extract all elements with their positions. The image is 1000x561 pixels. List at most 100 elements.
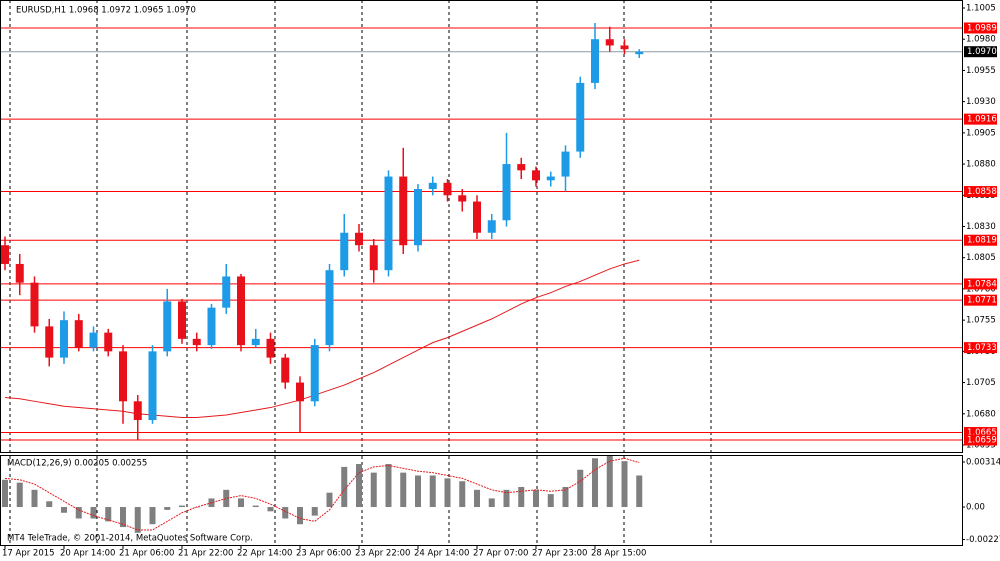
footer: MT4 TeleTrade, © 2001-2014, MetaQuotes S… bbox=[7, 534, 253, 544]
candle-body bbox=[546, 176, 555, 181]
macd-bar bbox=[149, 507, 156, 525]
y-tick-label: 1.0905 bbox=[966, 128, 996, 138]
level-label: 1.0916 bbox=[967, 115, 997, 125]
candle-body bbox=[620, 45, 629, 50]
candle-body bbox=[207, 307, 216, 346]
macd-bar bbox=[105, 507, 112, 522]
macd-title: MACD(12,26,9) 0.00205 0.00255 bbox=[7, 459, 147, 469]
macd-signal bbox=[4, 457, 640, 531]
candle-body bbox=[458, 195, 467, 202]
candle-body bbox=[591, 39, 599, 83]
macd-bar bbox=[61, 507, 67, 513]
candle-body bbox=[340, 232, 349, 271]
candle-body bbox=[517, 164, 526, 171]
candle-body bbox=[178, 301, 186, 339]
candle-body bbox=[384, 176, 393, 271]
candle-body bbox=[561, 151, 570, 177]
y-tick-label: 1.0980 bbox=[966, 35, 996, 45]
macd-bar bbox=[311, 507, 318, 516]
macd-bar bbox=[533, 489, 539, 508]
plot-layer: 1.1005 1.0980 1.0955 1.0930 1.0905 1.0880 1.08… bbox=[0, 3, 1000, 559]
macd-bar bbox=[46, 501, 53, 508]
y-tick-label: -0.00227 bbox=[966, 535, 1000, 545]
current-price-label: 1.0970 bbox=[967, 47, 997, 57]
macd-bar bbox=[474, 489, 480, 508]
x-tick-label: 23 Apr 22:00 bbox=[355, 549, 410, 559]
y-tick-label: 1.0830 bbox=[966, 222, 996, 232]
macd-bar bbox=[503, 489, 510, 508]
macd-bar bbox=[341, 466, 348, 508]
macd-bar bbox=[518, 486, 525, 508]
macd-bar bbox=[164, 507, 171, 510]
candle-body bbox=[1, 245, 9, 264]
candle-body bbox=[443, 182, 452, 196]
y-tick-label: 1.0880 bbox=[966, 160, 996, 170]
macd-bar bbox=[459, 481, 466, 508]
level-label: 1.0989 bbox=[967, 23, 997, 33]
x-tick-label: 27 Apr 07:00 bbox=[473, 549, 528, 559]
level-label: 1.0784 bbox=[967, 279, 997, 289]
macd-bar bbox=[370, 472, 377, 508]
candle-body bbox=[296, 382, 304, 402]
level-tag bbox=[964, 22, 997, 34]
candle-body bbox=[487, 220, 496, 233]
level-tag bbox=[964, 278, 997, 290]
candle-body bbox=[30, 282, 39, 327]
y-tick-label: 0.00314 bbox=[966, 458, 1000, 468]
y-tick-label: 0.00 bbox=[966, 503, 985, 513]
x-tick-label: 24 Apr 14:00 bbox=[414, 549, 469, 559]
candle-body bbox=[266, 338, 275, 358]
macd-bar bbox=[621, 461, 628, 508]
level-tag bbox=[964, 427, 997, 439]
level-tag bbox=[964, 234, 997, 246]
x-tick-label: 21 Apr 22:00 bbox=[178, 549, 233, 559]
macd-bar bbox=[488, 498, 495, 508]
macd-bar bbox=[282, 507, 289, 519]
x-tick-label: 20 Apr 14:00 bbox=[60, 549, 115, 559]
macd-bar bbox=[636, 475, 643, 508]
candle-body bbox=[355, 232, 363, 246]
candle-body bbox=[222, 276, 231, 308]
macd-bar bbox=[16, 482, 23, 508]
x-tick-label: 21 Apr 06:00 bbox=[119, 549, 174, 559]
candle-body bbox=[74, 320, 83, 348]
candle-body bbox=[192, 338, 201, 346]
main-frame bbox=[0, 0, 963, 453]
level-tag bbox=[964, 434, 997, 446]
macd-bar bbox=[444, 478, 451, 508]
x-tick-label: 17 Apr 2015 bbox=[2, 549, 55, 559]
macd-bar bbox=[356, 464, 362, 508]
x-tick-label: 23 Apr 06:00 bbox=[296, 549, 351, 559]
macd-bar bbox=[326, 492, 333, 508]
macd-bar bbox=[75, 507, 82, 519]
current-price-tag bbox=[964, 46, 997, 58]
macd-bar bbox=[252, 505, 259, 508]
y-tick-label: 1.0930 bbox=[966, 97, 996, 107]
candle-body bbox=[89, 332, 98, 348]
y-tick-label: 1.0705 bbox=[966, 378, 996, 388]
y-tick-label: 1.0955 bbox=[966, 66, 996, 76]
y-tick-label: 1.0805 bbox=[966, 253, 996, 263]
macd-bar bbox=[134, 507, 141, 533]
candle-body bbox=[635, 51, 644, 55]
level-label: 1.0819 bbox=[967, 236, 997, 246]
candle-body bbox=[119, 351, 127, 402]
macd-bar bbox=[547, 494, 554, 508]
level-tag bbox=[964, 186, 997, 198]
macd-bar bbox=[592, 458, 598, 508]
x-tick-label: 27 Apr 23:00 bbox=[532, 549, 587, 559]
level-tag bbox=[964, 113, 997, 125]
day-separators bbox=[9, 0, 712, 545]
candle-body bbox=[15, 263, 24, 283]
macd-bar bbox=[297, 507, 303, 525]
level-tag bbox=[964, 294, 997, 306]
y-tick-label: 1.0680 bbox=[966, 409, 996, 419]
candle-body bbox=[605, 39, 614, 46]
main-title: EURUSD,H1 1.0968 1.0972 1.0965 1.0970 bbox=[16, 6, 196, 16]
candle-body bbox=[325, 270, 334, 346]
candle-body bbox=[163, 301, 172, 352]
candle-body bbox=[473, 201, 481, 233]
macd-bar bbox=[577, 469, 584, 508]
